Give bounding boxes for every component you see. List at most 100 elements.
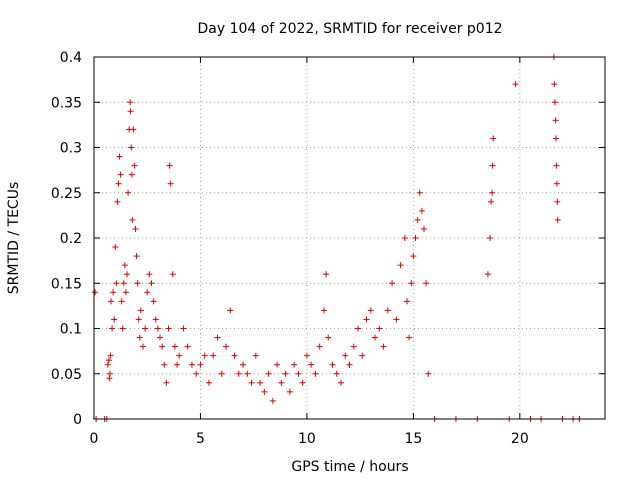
data-point [161,361,168,368]
data-point [167,180,174,187]
data-point [218,370,225,377]
chart-title: Day 104 of 2022, SRMTID for receiver p01… [197,21,502,37]
data-point [109,325,116,332]
data-point [142,325,149,332]
y-tick-label: 0.2 [60,231,82,247]
data-point [137,307,144,314]
data-point [554,198,561,205]
data-point [148,280,155,287]
data-point [257,379,264,386]
data-point [128,144,135,151]
data-point [489,189,496,196]
data-point [359,352,366,359]
data-point [114,198,121,205]
data-point [193,370,200,377]
data-point [165,325,172,332]
data-point [169,271,176,278]
data-point [489,162,496,169]
x-tick-labels: 0 5 10 15 20 [90,431,529,447]
data-point [416,189,423,196]
data-point [274,361,281,368]
data-point [135,316,142,323]
data-point [554,216,561,223]
data-point [136,334,143,341]
data-point [144,289,151,296]
data-point [231,352,238,359]
data-point [166,162,173,169]
x-axis-label: GPS time / hours [291,459,408,475]
data-point [125,189,132,196]
y-tick-label: 0.1 [60,322,82,338]
data-point [128,171,135,178]
data-point [111,316,118,323]
x-tick-label: 10 [298,431,316,447]
data-point [127,108,134,115]
data-point [384,307,391,314]
data-point [163,379,170,386]
data-point [342,352,349,359]
x-tick-label: 5 [196,431,205,447]
data-point [129,216,136,223]
data-point [210,352,217,359]
data-point [120,280,127,287]
data-point [105,357,112,364]
data-point [512,81,519,88]
data-points [92,54,583,422]
data-point [425,370,432,377]
data-point [127,99,134,106]
y-axis-label: SRMTID / TECUs [6,182,22,295]
data-point [118,298,125,305]
data-point [406,334,413,341]
data-point [117,171,124,178]
data-point [240,361,247,368]
data-point [403,298,410,305]
data-point [159,343,166,350]
data-point [316,343,323,350]
data-point [295,370,302,377]
data-point [115,180,122,187]
data-point [121,262,128,269]
data-point [132,225,139,232]
data-point [337,379,344,386]
x-tick-label: 0 [90,431,99,447]
data-point [372,334,379,341]
y-tick-label: 0.4 [60,50,82,66]
data-point [408,280,415,287]
data-point [146,271,153,278]
data-point [174,361,181,368]
data-point [552,117,559,124]
data-point [320,307,327,314]
data-point [124,271,131,278]
data-point [223,343,230,350]
data-point [553,162,560,169]
x-tick-label: 15 [404,431,422,447]
data-point [423,280,430,287]
data-point [401,235,408,241]
data-point [157,334,164,341]
data-point [553,135,560,142]
data-point [418,207,425,214]
data-point [188,361,195,368]
data-point [282,370,289,377]
y-tick-label: 0.3 [60,141,82,157]
data-point [176,352,183,359]
data-point [380,343,387,350]
data-point [197,361,204,368]
data-point [410,253,417,260]
data-point [363,316,370,323]
data-point [299,379,306,386]
y-tick-label: 0.15 [51,276,82,292]
data-point [553,180,560,187]
data-point [227,307,234,314]
data-point [488,198,495,205]
data-point [484,271,491,278]
data-point [551,99,558,106]
data-point [134,280,141,287]
data-point [308,361,315,368]
data-point [92,289,99,296]
data-point [131,162,138,169]
y-tick-label: 0.25 [51,186,82,202]
data-point [389,280,396,287]
data-point [180,325,187,332]
